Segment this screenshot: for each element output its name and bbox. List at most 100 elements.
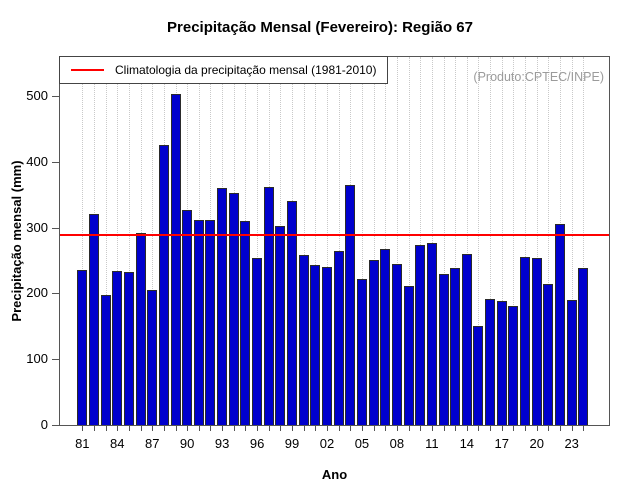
x-tick <box>408 426 410 431</box>
x-tick-label: 17 <box>494 436 509 451</box>
y-tick-label: 0 <box>40 417 48 432</box>
x-tick-label: 96 <box>249 436 265 451</box>
gridline <box>525 57 527 425</box>
gridline <box>152 57 154 425</box>
gridline <box>82 57 84 425</box>
x-tick-label: 90 <box>179 436 195 451</box>
y-tick-label: 300 <box>26 219 48 235</box>
x-tick-label: 81 <box>75 436 90 451</box>
x-tick <box>198 426 200 431</box>
bar <box>368 260 379 425</box>
x-tick <box>536 426 538 431</box>
x-tick <box>548 426 550 431</box>
x-tick <box>93 426 95 431</box>
x-tick <box>105 426 107 431</box>
bar <box>426 243 437 425</box>
x-tick <box>583 426 585 431</box>
gridline <box>490 57 492 425</box>
gridline <box>478 57 480 425</box>
bar <box>520 257 531 425</box>
product-credit: (Produto:CPTEC/INPE) <box>473 70 604 84</box>
x-tick-label: 02 <box>319 436 335 451</box>
gridline <box>548 57 550 425</box>
bar <box>496 301 507 425</box>
x-tick <box>431 426 433 431</box>
gridline <box>571 57 573 425</box>
x-tick <box>478 426 480 431</box>
x-tick <box>292 426 294 431</box>
bar <box>170 93 181 425</box>
x-tick <box>385 426 387 431</box>
gridline <box>117 57 119 425</box>
x-tick <box>525 426 527 431</box>
x-tick <box>501 426 503 431</box>
bar <box>566 299 577 425</box>
legend: Climatologia da precipitação mensal (198… <box>59 56 389 84</box>
x-tick-label: 20 <box>529 436 544 451</box>
chart-title: Precipitação Mensal (Fevereiro): Região … <box>167 19 473 36</box>
x-tick <box>455 426 457 431</box>
x-tick <box>443 426 445 431</box>
bar <box>415 245 426 425</box>
y-tick <box>52 227 59 229</box>
gridline <box>373 57 375 425</box>
x-tick <box>245 426 247 431</box>
x-tick <box>420 426 422 431</box>
x-tick <box>210 426 212 431</box>
x-tick-label: 84 <box>110 436 125 451</box>
bar <box>333 250 344 425</box>
bar <box>205 220 216 425</box>
bar <box>461 253 472 425</box>
gridline <box>431 57 433 425</box>
bar <box>193 220 204 425</box>
x-tick <box>187 426 189 431</box>
x-tick <box>490 426 492 431</box>
x-tick-label: 08 <box>389 436 405 451</box>
bar <box>298 255 309 425</box>
x-tick-label: 23 <box>564 436 579 451</box>
x-tick <box>222 426 224 431</box>
x-tick <box>513 426 515 431</box>
bar <box>531 257 542 425</box>
y-tick <box>52 95 59 97</box>
x-tick <box>571 426 573 431</box>
x-tick <box>280 426 282 431</box>
y-tick <box>52 425 59 426</box>
y-tick <box>52 359 59 361</box>
bar <box>228 193 239 425</box>
gridline <box>326 57 328 425</box>
x-tick <box>175 426 177 431</box>
x-tick <box>163 426 165 431</box>
bar <box>310 265 321 425</box>
x-tick <box>82 426 84 431</box>
x-tick <box>315 426 317 431</box>
y-tick-label: 100 <box>26 351 48 367</box>
x-tick <box>303 426 305 431</box>
gridline <box>128 57 130 425</box>
bar <box>182 209 193 425</box>
x-tick <box>350 426 352 431</box>
x-tick-label: 11 <box>425 436 439 451</box>
gridline <box>396 57 398 425</box>
gridline <box>420 57 422 425</box>
bar <box>450 268 461 425</box>
x-tick <box>268 426 270 431</box>
gridline <box>385 57 387 425</box>
plot-area: Climatologia da precipitação mensal (198… <box>59 56 610 426</box>
x-tick <box>396 426 398 431</box>
y-tick <box>52 293 59 295</box>
bar <box>217 188 228 425</box>
bar <box>147 290 158 425</box>
x-tick-label: 05 <box>354 436 370 451</box>
y-axis-title: Precipitação mensal (mm) <box>9 160 24 322</box>
x-tick <box>257 426 259 431</box>
x-tick <box>338 426 340 431</box>
gridline <box>501 57 503 425</box>
bar <box>123 272 134 425</box>
bar <box>345 185 356 425</box>
bar <box>380 248 391 425</box>
gridline <box>513 57 515 425</box>
gridline <box>105 57 107 425</box>
x-tick-label: 87 <box>144 436 160 451</box>
bar <box>438 273 449 425</box>
